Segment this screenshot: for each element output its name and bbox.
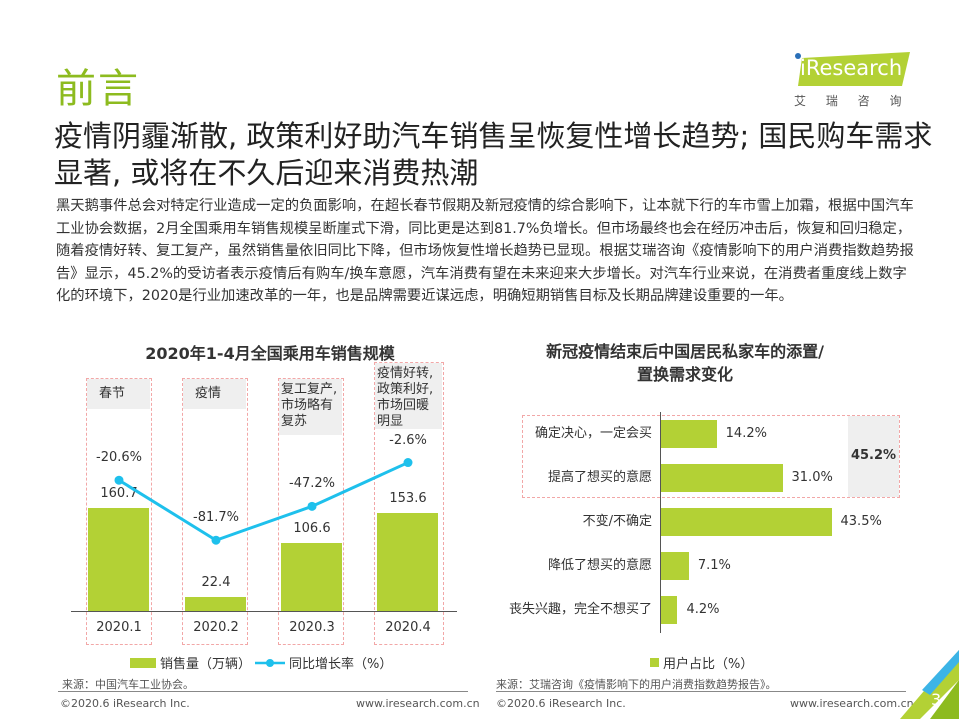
footer-copyright-right: ©2020.6 iResearch Inc. (496, 697, 626, 710)
annotation-label: 春节 (87, 379, 150, 409)
footer-url[interactable]: www.iresearch.com.cn (356, 697, 480, 710)
logo-subtext: 艾 瑞 咨 询 (794, 94, 910, 108)
page-number: 3 (931, 690, 942, 709)
slide-heading: 前言 (56, 66, 140, 112)
logo-text: iResearch (800, 56, 903, 80)
x-tick-label: 2020.3 (289, 620, 335, 635)
chart1-title: 2020年1-4月全国乘用车销售规模 (145, 344, 395, 363)
sales-value-label: 22.4 (201, 574, 231, 590)
chart2-legend: 用户占比（%） (650, 653, 753, 672)
growth-value-label: -47.2% (289, 476, 335, 492)
growth-value-label: -81.7% (193, 510, 239, 526)
x-tick-label: 2020.1 (96, 620, 142, 635)
legend-bar-swatch (130, 657, 156, 668)
legend-line-swatch (255, 658, 286, 667)
iresearch-logo: iResearch 艾 瑞 咨 询 (792, 52, 912, 112)
chart2-source: 来源：艾瑞咨询《疫情影响下的用户消费指数趋势报告》。 (496, 678, 777, 691)
sales-value-label: 153.6 (389, 490, 427, 506)
chart2-title: 新冠疫情结束后中国居民私家车的添置/置换需求变化 (546, 342, 824, 384)
chart1-baseline (71, 611, 457, 612)
slide-subtitle: 疫情阴霾渐散, 政策利好助汽车销售呈恢复性增长趋势; 国民购车需求显著, 或将在… (54, 119, 933, 190)
sales-bar (377, 512, 438, 611)
footer-divider-left (58, 691, 468, 692)
footer-copyright: ©2020.6 iResearch Inc. (60, 697, 190, 710)
x-tick-label: 2020.4 (385, 620, 431, 635)
chart1-legend: 销售量（万辆） 同比增长率（%） (130, 653, 392, 672)
annotation-label: 疫情好转,政策利好,市场回暖明显 (375, 363, 442, 429)
corner-decoration-icon (900, 650, 959, 719)
logo-banner-icon (795, 52, 910, 86)
sales-value-label: 106.6 (293, 520, 331, 536)
growth-value-label: -2.6% (389, 432, 427, 448)
legend-bar-swatch (650, 658, 659, 667)
annotation-label: 复工复产,市场略有复苏 (279, 379, 342, 435)
legend-label-growth: 同比增长率（%） (289, 657, 393, 672)
x-tick-label: 2020.2 (193, 620, 239, 635)
annotation-label: 疫情 (183, 379, 246, 409)
sales-value-label: 160.7 (100, 485, 138, 501)
sales-bar (88, 507, 149, 611)
legend-label-share: 用户占比（%） (663, 657, 754, 672)
footer-url-right[interactable]: www.iresearch.com.cn (790, 697, 914, 710)
growth-value-label: -20.6% (96, 450, 142, 466)
sales-bar (185, 596, 246, 611)
legend-label-sales: 销售量（万辆） (160, 657, 252, 672)
footer-divider-right (496, 691, 906, 692)
sales-bar (281, 542, 342, 611)
chart1-source: 来源：中国汽车工业协会。 (62, 678, 194, 691)
body-text: 黑天鹅事件总会对特定行业造成一定的负面影响，在超长春节假期及新冠疫情的综合影响下… (56, 198, 914, 305)
